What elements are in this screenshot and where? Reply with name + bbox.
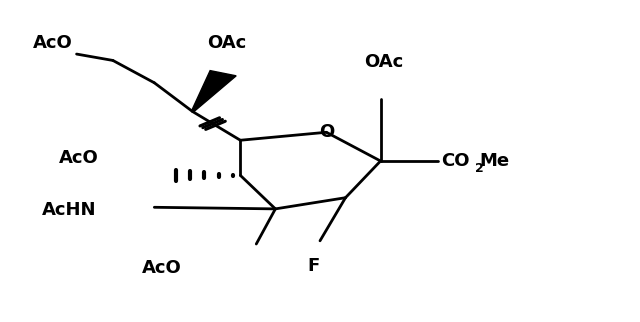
Polygon shape — [191, 71, 236, 112]
Text: AcO: AcO — [33, 34, 73, 52]
Text: O: O — [319, 123, 334, 141]
Text: Me: Me — [479, 152, 509, 170]
Text: AcO: AcO — [141, 259, 181, 277]
Text: AcHN: AcHN — [42, 202, 96, 220]
Text: OAc: OAc — [207, 34, 246, 52]
Text: 2: 2 — [475, 162, 484, 175]
Text: F: F — [307, 257, 320, 275]
Text: OAc: OAc — [365, 53, 404, 71]
Text: CO: CO — [441, 152, 470, 170]
Text: AcO: AcO — [59, 149, 99, 167]
